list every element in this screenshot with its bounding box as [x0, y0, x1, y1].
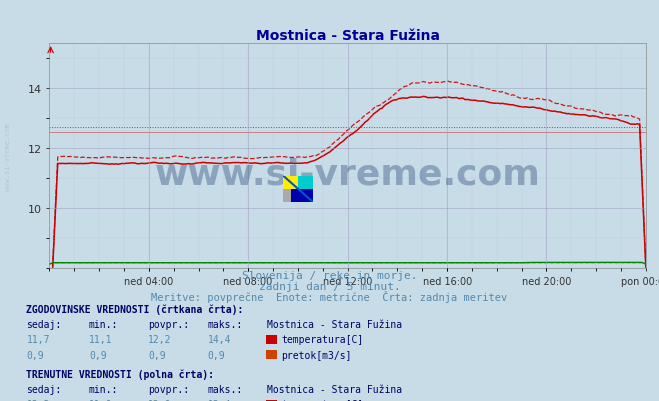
Text: 0,9: 0,9 [89, 350, 107, 360]
Text: Mostnica - Stara Fužina: Mostnica - Stara Fužina [267, 384, 402, 394]
Text: www.si-vreme.com: www.si-vreme.com [155, 158, 540, 191]
Text: 0,9: 0,9 [26, 350, 44, 360]
Text: pretok[m3/s]: pretok[m3/s] [281, 350, 352, 360]
Text: 14,4: 14,4 [208, 334, 231, 344]
Text: min.:: min.: [89, 384, 119, 394]
Text: 12,2: 12,2 [26, 399, 50, 401]
Bar [298, 176, 313, 189]
Text: TRENUTNE VREDNOSTI (polna črta):: TRENUTNE VREDNOSTI (polna črta): [26, 369, 214, 379]
Text: zadnji dan / 5 minut.: zadnji dan / 5 minut. [258, 282, 401, 292]
Text: temperatura[C]: temperatura[C] [281, 399, 364, 401]
Text: ZGODOVINSKE VREDNOSTI (črtkana črta):: ZGODOVINSKE VREDNOSTI (črtkana črta): [26, 304, 244, 314]
Text: 0,9: 0,9 [208, 350, 225, 360]
Text: maks.:: maks.: [208, 384, 243, 394]
Text: sedaj:: sedaj: [26, 384, 61, 394]
Text: 13,4: 13,4 [208, 399, 231, 401]
Text: 0,9: 0,9 [148, 350, 166, 360]
Text: 11,1: 11,1 [89, 334, 113, 344]
Text: 12,0: 12,0 [148, 399, 172, 401]
Text: sedaj:: sedaj: [26, 319, 61, 329]
Text: povpr.:: povpr.: [148, 319, 189, 329]
Text: Slovenija / reke in morje.: Slovenija / reke in morje. [242, 271, 417, 281]
Text: Mostnica - Stara Fužina: Mostnica - Stara Fužina [267, 319, 402, 329]
Text: min.:: min.: [89, 319, 119, 329]
Text: Meritve: povprečne  Enote: metrične  Črta: zadnja meritev: Meritve: povprečne Enote: metrične Črta:… [152, 290, 507, 302]
Bar [291, 189, 313, 203]
Text: 12,2: 12,2 [148, 334, 172, 344]
Bar [283, 176, 298, 189]
Text: povpr.:: povpr.: [148, 384, 189, 394]
Text: maks.:: maks.: [208, 319, 243, 329]
Title: Mostnica - Stara Fužina: Mostnica - Stara Fužina [256, 29, 440, 43]
Text: 11,0: 11,0 [89, 399, 113, 401]
Bar [283, 189, 291, 203]
Text: www.si-vreme.com: www.si-vreme.com [5, 122, 11, 190]
Text: temperatura[C]: temperatura[C] [281, 334, 364, 344]
Text: 11,7: 11,7 [26, 334, 50, 344]
